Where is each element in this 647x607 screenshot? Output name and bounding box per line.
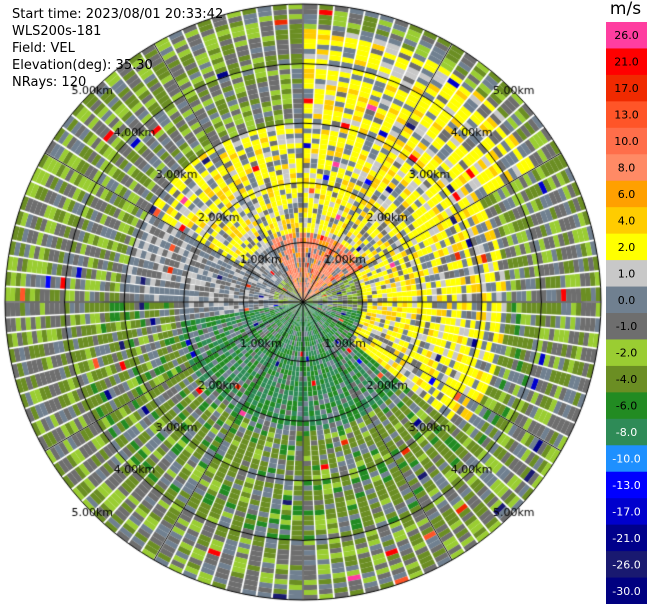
colorbar-tick-label: 4.0: [618, 214, 636, 227]
colorbar-bin: [606, 101, 647, 129]
nrays-label: NRays: 120: [12, 75, 87, 90]
colorbar-bin: [606, 418, 647, 446]
colorbar-bin: [606, 577, 647, 604]
colorbar-tick-label: -8.0: [616, 426, 637, 439]
colorbar-tick-label: -26.0: [612, 558, 640, 571]
colorbar-bin: [606, 551, 647, 579]
colorbar-bin: [606, 127, 647, 155]
elevation-label: Elevation(deg): 35.30: [12, 58, 153, 73]
colorbar-bin: [606, 313, 647, 340]
colorbar-tick-label: 26.0: [614, 29, 639, 42]
colorbar-bin: [606, 392, 647, 420]
colorbar-bin: [606, 207, 647, 235]
colorbar-tick-label: 21.0: [614, 56, 639, 69]
field-label: Field: VEL: [12, 41, 75, 56]
colorbar-tick-label: 2.0: [618, 241, 636, 254]
colorbar-tick-label: 6.0: [618, 188, 636, 201]
colorbar-tick-label: 13.0: [614, 109, 639, 122]
colorbar-bin: [606, 180, 647, 208]
scan-metadata: Start time: 2023/08/01 20:33:42 WLS200s-…: [12, 6, 223, 91]
colorbar-tick-label: -4.0: [616, 373, 637, 386]
colorbar-bin: [606, 74, 647, 102]
colorbar-bin: [606, 524, 647, 552]
colorbar-bin: [606, 48, 647, 76]
colorbar-tick-label: -10.0: [612, 453, 640, 466]
colorbar-tick-label: 0.0: [618, 294, 636, 307]
colorbar-tick-label: -30.0: [612, 585, 640, 598]
colorbar-tick-label: -13.0: [612, 479, 640, 492]
colorbar-unit: m/s: [609, 0, 642, 19]
colorbar-bin: [606, 471, 647, 499]
colorbar-bin: [606, 233, 647, 261]
instrument-label: WLS200s-181: [12, 24, 102, 39]
colorbar-bin: [606, 154, 647, 182]
colorbar-bin: [606, 260, 647, 288]
colorbar-bin: [606, 365, 647, 393]
colorbar-tick-label: -1.0: [616, 320, 637, 333]
colorbar-bin: [606, 339, 647, 367]
colorbar-tick-label: -21.0: [612, 532, 640, 545]
colorbar-tick-label: 17.0: [614, 82, 639, 95]
colorbar-bin: [606, 286, 647, 314]
colorbar-tick-label: 10.0: [614, 135, 639, 148]
velocity-colorbar: 26.0 21.0 17.0 13.0 10.0 8.0 6.0 4.0 2.0 1.0 0.0 -1…: [606, 22, 647, 604]
colorbar-tick-label: -17.0: [612, 505, 640, 518]
colorbar-tick-label: -2.0: [616, 347, 637, 360]
colorbar-bin: [606, 498, 647, 526]
colorbar-tick-label: 1.0: [618, 267, 636, 280]
start-time-label: Start time: 2023/08/01 20:33:42: [12, 7, 224, 22]
colorbar-bin: [606, 22, 647, 49]
colorbar-bin: [606, 445, 647, 473]
colorbar-tick-label: -6.0: [616, 400, 637, 413]
colorbar-tick-label: 8.0: [618, 162, 636, 175]
